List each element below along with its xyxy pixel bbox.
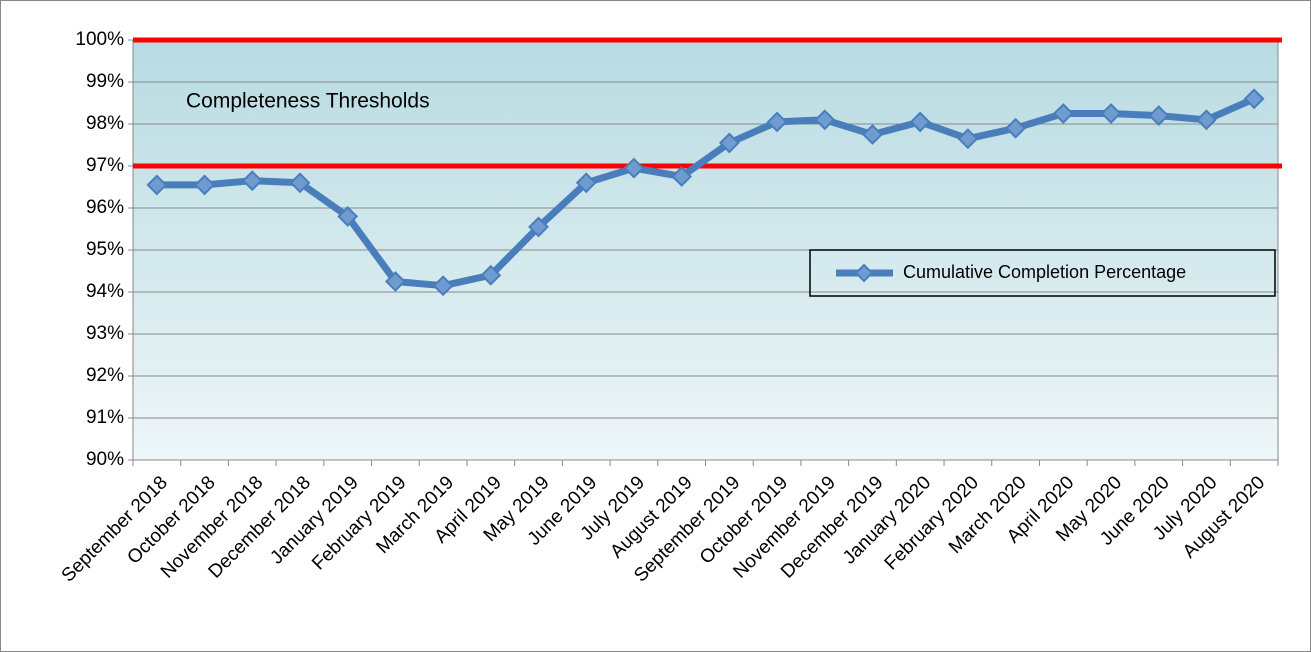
point-marker bbox=[432, 275, 454, 297]
point-marker bbox=[241, 170, 263, 192]
y-tick-label: 92% bbox=[86, 365, 124, 386]
point-marker bbox=[1148, 105, 1170, 127]
y-tick-label: 90% bbox=[86, 449, 124, 470]
point-marker bbox=[337, 205, 359, 227]
point-marker bbox=[766, 111, 788, 133]
point-marker bbox=[718, 132, 740, 154]
annotation: Completeness Thresholds bbox=[186, 90, 430, 113]
point-marker bbox=[528, 216, 549, 238]
point-marker bbox=[384, 271, 406, 292]
y-tick-label: 100% bbox=[75, 29, 124, 50]
point-marker bbox=[289, 172, 311, 194]
point-marker bbox=[862, 124, 883, 145]
point-marker bbox=[1052, 103, 1074, 124]
y-tick-label: 97% bbox=[86, 155, 124, 176]
point-marker bbox=[814, 109, 836, 131]
y-tick-label: 99% bbox=[86, 71, 124, 92]
point-marker bbox=[146, 174, 168, 196]
y-tick-label: 98% bbox=[86, 113, 124, 134]
point-marker bbox=[480, 264, 502, 286]
point-marker bbox=[1005, 117, 1027, 139]
point-marker bbox=[957, 128, 979, 150]
legend-label: Cumulative Completion Percentage bbox=[903, 262, 1186, 282]
point-marker bbox=[671, 166, 693, 187]
y-tick-label: 95% bbox=[86, 239, 124, 260]
point-marker bbox=[909, 111, 931, 133]
y-tick-label: 91% bbox=[86, 407, 124, 428]
legend-marker bbox=[854, 263, 874, 283]
point-marker bbox=[575, 172, 597, 194]
y-tick-label: 94% bbox=[86, 281, 124, 302]
point-marker bbox=[194, 174, 215, 196]
legend-box bbox=[809, 249, 1276, 297]
point-marker bbox=[1100, 103, 1122, 124]
point-marker bbox=[623, 157, 645, 179]
y-tick-label: 96% bbox=[86, 197, 124, 218]
point-marker bbox=[1196, 109, 1217, 131]
y-tick-label: 93% bbox=[86, 323, 124, 344]
point-marker bbox=[1243, 88, 1265, 110]
